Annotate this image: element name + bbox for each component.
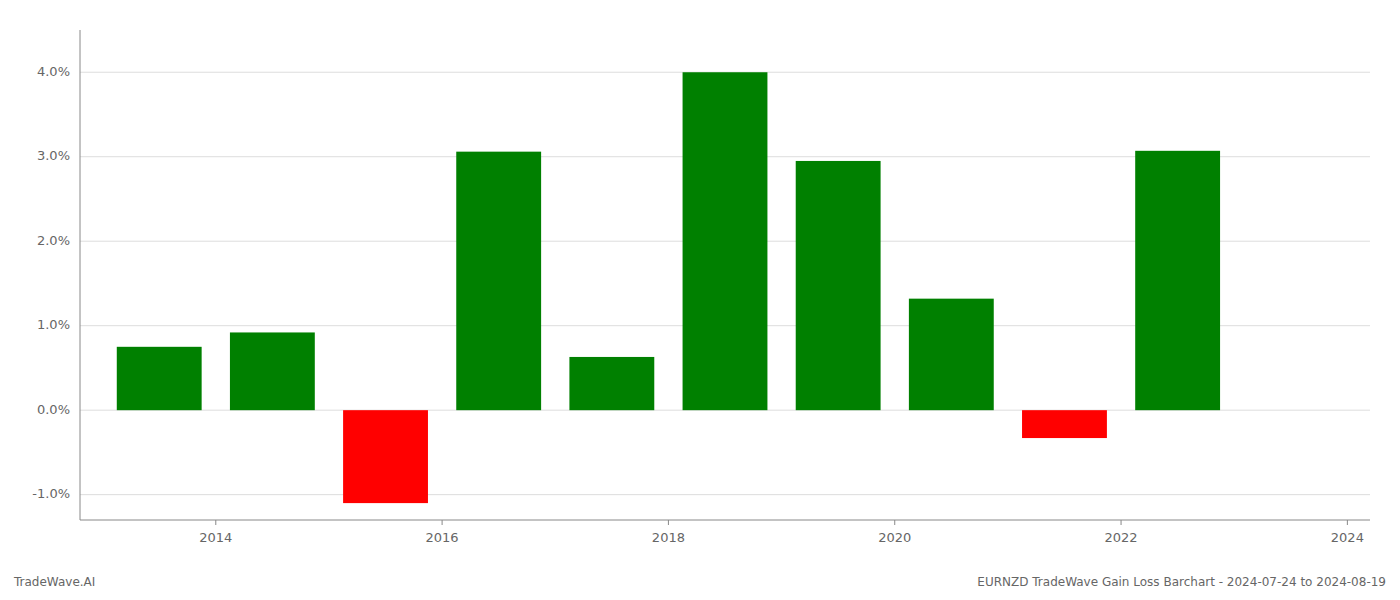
bar bbox=[1022, 410, 1107, 438]
x-tick-label: 2016 bbox=[426, 530, 459, 545]
grid-line bbox=[80, 494, 1370, 495]
y-tick-label: 4.0% bbox=[37, 64, 70, 79]
y-axis-line bbox=[80, 30, 81, 520]
x-tick bbox=[894, 520, 895, 525]
bar bbox=[343, 410, 428, 503]
grid bbox=[80, 72, 1370, 494]
y-tick-label: 1.0% bbox=[37, 317, 70, 332]
x-tick bbox=[1121, 520, 1122, 525]
bars bbox=[117, 72, 1220, 503]
x-tick-label: 2014 bbox=[199, 530, 232, 545]
bar bbox=[456, 152, 541, 411]
x-tick bbox=[442, 520, 443, 525]
x-tick bbox=[668, 520, 669, 525]
bar bbox=[569, 357, 654, 410]
x-tick-label: 2022 bbox=[1105, 530, 1138, 545]
x-tick bbox=[1347, 520, 1348, 525]
bar bbox=[683, 72, 768, 410]
y-tick-label: -1.0% bbox=[32, 486, 70, 501]
bar bbox=[230, 332, 315, 410]
footer-text: TradeWave.AI bbox=[13, 575, 95, 589]
bar bbox=[909, 299, 994, 411]
x-tick-label: 2024 bbox=[1331, 530, 1364, 545]
chart-container: -1.0% 0.0% 1.0% 2.0% 3.0% 4.0% 2014 2016 2018 202… bbox=[0, 0, 1400, 600]
y-tick-label: 0.0% bbox=[37, 402, 70, 417]
x-tick-label: 2018 bbox=[652, 530, 685, 545]
bar bbox=[117, 347, 202, 410]
x-tick bbox=[215, 520, 216, 525]
x-axis-line bbox=[80, 520, 1370, 521]
y-tick-label: 2.0% bbox=[37, 233, 70, 248]
y-tick-label: 3.0% bbox=[37, 148, 70, 163]
chart: -1.0% 0.0% 1.0% 2.0% 3.0% 4.0% 2014 2016 2018 202… bbox=[0, 0, 1400, 600]
bar bbox=[1135, 151, 1220, 410]
x-tick-label: 2020 bbox=[878, 530, 911, 545]
footer-text: EURNZD TradeWave Gain Loss Barchart - 20… bbox=[977, 575, 1386, 589]
bar bbox=[796, 161, 881, 410]
